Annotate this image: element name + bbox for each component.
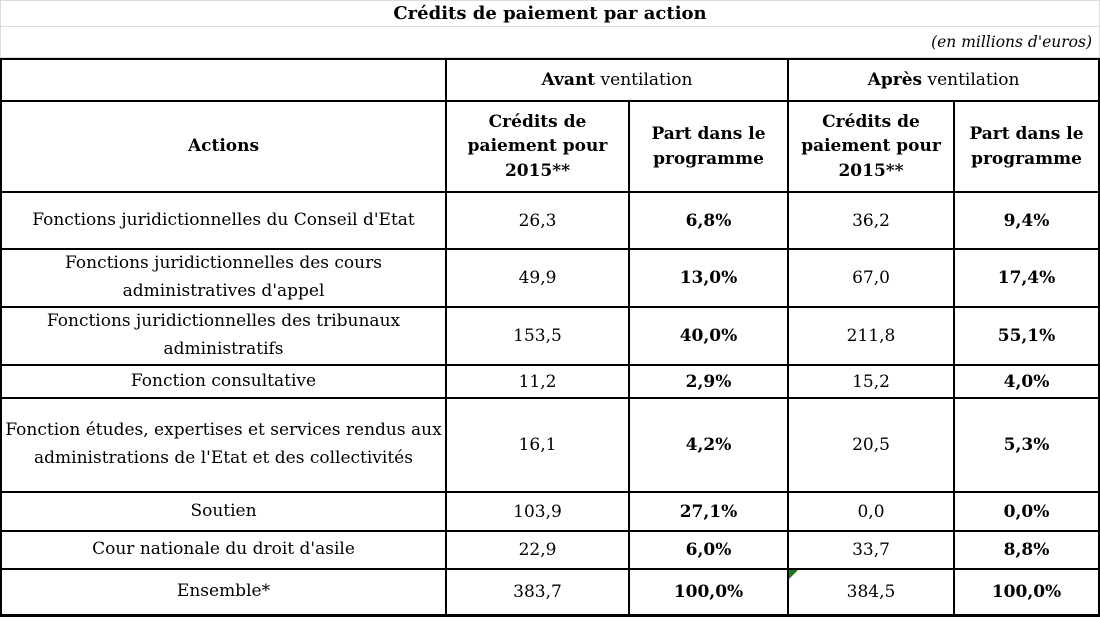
group-label-bold: Avant [541,69,596,90]
part-avant-cell: 40,0% [627,306,790,366]
credits-avant-total-cell: 383,7 [445,568,630,617]
column-header-row: Actions Crédits de paiement pour 2015** … [0,100,1100,193]
action-cell: Cour nationale du droit d'asile [0,530,447,570]
part-avant-cell: 6,0% [627,530,790,570]
credits-avant-cell: 49,9 [445,248,630,308]
action-cell: Fonctions juridictionnelles des cours ad… [0,248,447,308]
credits-apres-cell: 67,0 [787,248,956,308]
part-avant-cell: 4,2% [627,397,790,493]
action-cell: Soutien [0,491,447,532]
part-apres-cell: 5,3% [953,397,1100,493]
table-row: Fonction consultative 11,2 2,9% 15,2 4,0… [0,364,1100,399]
group-label-rest: ventilation [922,69,1020,90]
table-row: Fonction études, expertises et services … [0,397,1100,493]
column-header-part-avant: Part dans le programme [627,100,790,193]
page-title: Crédits de paiement par action [0,0,1100,27]
credits-apres-cell: 33,7 [787,530,956,570]
unit-note: (en millions d'euros) [0,27,1100,58]
part-avant-cell: 6,8% [627,191,790,250]
credits-apres-cell: 15,2 [787,364,956,399]
part-apres-cell: 55,1% [953,306,1100,366]
action-cell: Fonction consultative [0,364,447,399]
column-header-credits-apres: Crédits de paiement pour 2015** [787,100,956,193]
credits-avant-cell: 11,2 [445,364,630,399]
action-cell: Fonctions juridictionnelles du Conseil d… [0,191,447,250]
credits-avant-cell: 16,1 [445,397,630,493]
credits-avant-cell: 22,9 [445,530,630,570]
column-header-actions: Actions [0,100,447,193]
part-avant-total-cell: 100,0% [627,568,790,617]
green-corner-flag-icon [789,570,799,579]
table-row: Fonctions juridictionnelles des cours ad… [0,248,1100,308]
credits-apres-total-cell: 384,5 [787,568,956,617]
table-row: Cour nationale du droit d'asile 22,9 6,0… [0,530,1100,570]
table-row: Soutien 103,9 27,1% 0,0 0,0% [0,491,1100,532]
credits-apres-cell: 0,0 [787,491,956,532]
total-value: 384,5 [846,581,896,602]
group-header-apres: Après ventilation [787,58,1100,102]
part-apres-total-cell: 100,0% [953,568,1100,617]
total-row: Ensemble* 383,7 100,0% 384,5 100,0% [0,568,1100,617]
table-row: Fonctions juridictionnelles du Conseil d… [0,191,1100,250]
table-row: Fonctions juridictionnelles des tribunau… [0,306,1100,366]
credits-avant-cell: 103,9 [445,491,630,532]
credits-apres-cell: 20,5 [787,397,956,493]
part-apres-cell: 4,0% [953,364,1100,399]
part-apres-cell: 17,4% [953,248,1100,308]
part-apres-cell: 9,4% [953,191,1100,250]
part-avant-cell: 2,9% [627,364,790,399]
empty-corner-cell [0,58,447,102]
credits-apres-cell: 36,2 [787,191,956,250]
credits-table: Avant ventilation Après ventilation Acti… [0,58,1100,617]
part-avant-cell: 27,1% [627,491,790,532]
column-header-part-apres: Part dans le programme [953,100,1100,193]
part-avant-cell: 13,0% [627,248,790,308]
action-cell: Fonction études, expertises et services … [0,397,447,493]
credits-avant-cell: 153,5 [445,306,630,366]
column-header-credits-avant: Crédits de paiement pour 2015** [445,100,630,193]
group-label-rest: ventilation [595,69,693,90]
part-apres-cell: 0,0% [953,491,1100,532]
credits-apres-cell: 211,8 [787,306,956,366]
part-apres-cell: 8,8% [953,530,1100,570]
total-label-cell: Ensemble* [0,568,447,617]
group-header-row: Avant ventilation Après ventilation [0,58,1100,102]
credits-avant-cell: 26,3 [445,191,630,250]
group-label-bold: Après [867,69,923,90]
group-header-avant: Avant ventilation [444,58,790,102]
action-cell: Fonctions juridictionnelles des tribunau… [0,306,447,366]
